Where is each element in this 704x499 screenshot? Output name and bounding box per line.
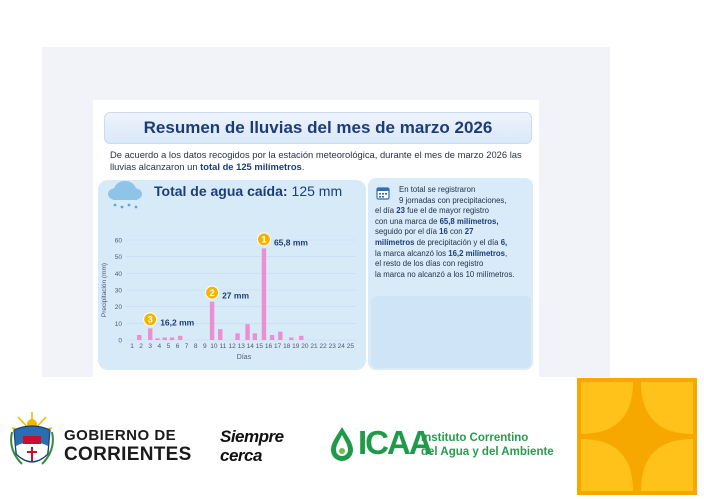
icaa-full-name: Instituto Correntino del Agua y del Ambi… [421, 432, 554, 458]
x-axis-label: Días [237, 354, 252, 361]
x-tick-label: 10 [210, 343, 218, 350]
y-tick-label: 40 [115, 271, 123, 278]
y-tick-label: 20 [115, 304, 123, 311]
x-tick-label: 18 [283, 343, 291, 350]
bar [137, 335, 142, 340]
y-tick-label: 60 [115, 238, 123, 245]
bar [252, 333, 258, 340]
x-tick-label: 21 [310, 343, 318, 350]
gobierno-corrientes-logo: GOBIERNO DE CORRIENTES [64, 427, 192, 465]
calendar-icon [376, 187, 390, 200]
x-tick-label: 24 [338, 343, 346, 350]
x-tick-label: 3 [148, 343, 152, 350]
total-rainfall: Total de agua caída: 125 mm [154, 183, 342, 199]
intro-text: De acuerdo a los datos recogidos por la … [110, 149, 522, 172]
y-tick-label: 50 [115, 254, 123, 261]
x-tick-label: 14 [247, 343, 255, 350]
rain-cloud-icon [108, 181, 142, 209]
x-tick-label: 13 [238, 343, 246, 350]
x-tick-label: 5 [167, 343, 171, 350]
bar [299, 335, 304, 340]
bar [261, 248, 267, 340]
bar [209, 301, 215, 340]
bar [245, 324, 250, 340]
x-tick-label: 11 [220, 343, 227, 350]
x-tick-label: 15 [256, 343, 264, 350]
brand-squares-graphic [577, 378, 697, 495]
x-tick-label: 20 [301, 343, 309, 350]
province-shield-logo [10, 412, 54, 465]
x-tick-label: 22 [319, 343, 327, 350]
annotation-number: 2 [210, 288, 215, 298]
x-tick-label: 8 [194, 343, 198, 350]
x-tick-label: 16 [265, 343, 273, 350]
x-tick-label: 1 [130, 343, 134, 350]
bar [218, 329, 223, 340]
info-panel-lower [371, 296, 531, 368]
icaa-drop-icon [331, 427, 353, 461]
total-value: 125 mm [291, 183, 343, 199]
x-tick-label: 9 [203, 343, 207, 350]
bar [148, 328, 153, 340]
y-tick-label: 0 [118, 338, 122, 345]
bar [235, 333, 240, 340]
icaa-wordmark: ICAA [358, 424, 433, 461]
total-label: Total de agua caída: [154, 183, 288, 199]
annotation-label: 65,8 mm [274, 237, 308, 247]
annotation-badge [256, 232, 271, 247]
y-tick-label: 10 [115, 321, 123, 328]
bar [162, 337, 167, 340]
x-tick-label: 6 [176, 343, 180, 350]
y-tick-label: 30 [115, 288, 123, 295]
annotation-badge [205, 285, 220, 300]
annotation-badge [143, 312, 158, 327]
x-tick-label: 12 [228, 343, 236, 350]
title-banner: Resumen de lluvias del mes de marzo 2026 [104, 112, 532, 144]
x-tick-label: 2 [139, 343, 143, 350]
annotation-label: 27 mm [222, 291, 249, 301]
siempre-cerca-slogan: Siempre cerca [220, 427, 284, 465]
x-tick-label: 23 [329, 343, 337, 350]
annotation-number: 3 [148, 315, 153, 325]
bar [269, 335, 275, 340]
bar [178, 335, 183, 340]
infographic-title: Resumen de lluvias del mes de marzo 2026 [143, 118, 493, 137]
y-axis-label: Precipitación (mm) [101, 263, 108, 317]
x-tick-label: 7 [185, 343, 189, 350]
x-tick-label: 17 [274, 343, 282, 350]
annotation-label: 16,2 mm [160, 317, 194, 327]
bar [169, 337, 175, 340]
annotation-number: 1 [261, 235, 266, 245]
bar [289, 337, 294, 340]
x-tick-label: 4 [157, 343, 161, 350]
bar [155, 338, 160, 340]
info-text: En total se registraron 9 jornadas con p… [375, 185, 515, 279]
x-tick-label: 19 [292, 343, 300, 350]
chart-panel [98, 180, 366, 370]
x-tick-label: 25 [347, 343, 355, 350]
bar [278, 331, 283, 340]
